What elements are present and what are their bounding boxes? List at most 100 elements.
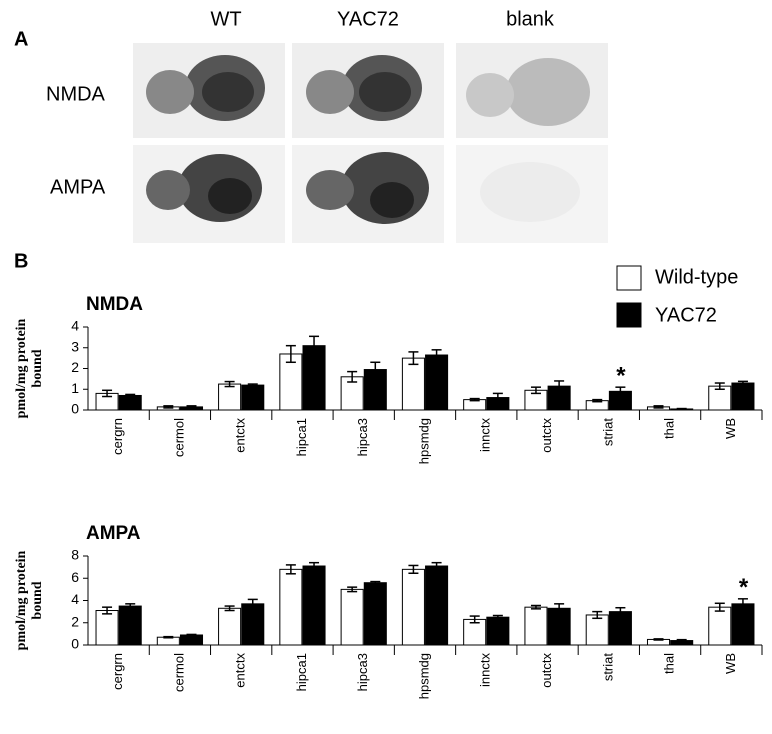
x-tick-label: outctx — [539, 653, 554, 688]
y-tick-label: 8 — [71, 547, 79, 563]
error-bar — [224, 605, 235, 612]
y-tick-label: 3 — [71, 338, 79, 354]
error-bar — [431, 349, 442, 361]
bar — [340, 588, 364, 646]
x-tick-label: hipca3 — [355, 653, 370, 691]
error-bar — [347, 370, 358, 383]
y-tick-label: 4 — [71, 318, 79, 334]
error-bar — [676, 407, 687, 411]
error-bar — [653, 405, 664, 409]
legend-label: Wild-type — [655, 266, 738, 288]
error-bar — [469, 615, 480, 624]
bar — [241, 603, 265, 646]
error-bar — [615, 386, 626, 397]
row-label: AMPA — [50, 176, 106, 198]
x-tick-label: cermol — [171, 653, 186, 692]
y-tick-label: 4 — [71, 591, 79, 607]
bar — [608, 611, 632, 646]
error-bar — [102, 606, 113, 615]
error-bar — [492, 614, 503, 620]
error-bar — [408, 351, 419, 366]
row-label: NMDA — [46, 83, 106, 105]
error-bar — [714, 602, 725, 612]
error-bar — [530, 604, 541, 610]
error-bar — [431, 561, 442, 571]
error-bar — [163, 405, 174, 409]
y-axis-label: bound — [30, 349, 45, 387]
panel-label: B — [14, 250, 28, 272]
annotation: * — [616, 363, 626, 390]
bar — [218, 607, 242, 646]
error-bar — [554, 603, 565, 614]
error-bar — [714, 382, 725, 390]
bar — [279, 568, 303, 646]
bar — [425, 565, 449, 646]
error-bar — [737, 380, 748, 386]
x-tick-label: cergrn — [110, 418, 125, 455]
annotation: * — [739, 574, 749, 601]
error-bar — [408, 564, 419, 574]
error-bar — [309, 561, 320, 571]
x-tick-label: striat — [600, 653, 615, 682]
error-bar — [309, 335, 320, 356]
y-axis-label: pmol/mg protein — [14, 318, 29, 418]
y-axis-label: pmol/mg protein — [14, 550, 29, 650]
y-tick-label: 2 — [71, 359, 79, 375]
chart-title: NMDA — [86, 294, 143, 315]
bar — [585, 614, 609, 646]
error-bar — [102, 389, 113, 398]
error-bar — [224, 380, 235, 388]
bar — [708, 606, 732, 646]
error-bar — [592, 610, 603, 620]
error-bar — [370, 361, 381, 378]
error-bar — [554, 380, 565, 393]
bar — [731, 603, 755, 646]
x-tick-label: innctx — [478, 418, 493, 452]
bar — [486, 616, 510, 646]
x-tick-label: thal — [662, 653, 677, 674]
bar — [95, 610, 119, 646]
x-tick-label: hipca1 — [294, 653, 309, 691]
x-tick-label: hpsmdg — [416, 653, 431, 699]
x-tick-label: WB — [723, 653, 738, 674]
x-tick-label: cermol — [171, 418, 186, 457]
y-axis-label: bound — [30, 581, 45, 619]
bar — [118, 605, 142, 646]
brain-images — [133, 43, 608, 243]
x-tick-label: innctx — [478, 653, 493, 687]
error-bar — [285, 344, 296, 364]
bar — [118, 394, 142, 411]
x-tick-label: entctx — [233, 418, 248, 453]
error-bar — [615, 606, 626, 617]
error-bar — [186, 405, 197, 409]
x-tick-label: thal — [662, 418, 677, 439]
bar — [363, 582, 387, 646]
error-bar — [186, 633, 197, 637]
bar — [401, 357, 425, 411]
column-label: blank — [506, 8, 555, 30]
column-label: YAC72 — [337, 8, 399, 30]
x-tick-label: striat — [600, 418, 615, 447]
error-bar — [347, 586, 358, 593]
error-bar — [492, 392, 503, 403]
legend-label: YAC72 — [655, 304, 717, 326]
y-tick-label: 0 — [71, 636, 79, 652]
x-tick-label: entctx — [233, 653, 248, 688]
error-bar — [530, 386, 541, 395]
error-bar — [163, 635, 174, 639]
error-bar — [469, 397, 480, 402]
x-tick-label: cergrn — [110, 653, 125, 690]
y-tick-label: 1 — [71, 380, 79, 396]
error-bar — [125, 603, 136, 610]
bar — [302, 565, 326, 646]
bar — [218, 383, 242, 411]
error-bar — [676, 638, 687, 643]
legend-swatch — [616, 302, 642, 328]
chart-title: AMPA — [86, 523, 141, 544]
legend-swatch — [616, 265, 642, 291]
bar — [425, 354, 449, 411]
y-tick-label: 0 — [71, 401, 79, 417]
error-bar — [247, 598, 258, 610]
